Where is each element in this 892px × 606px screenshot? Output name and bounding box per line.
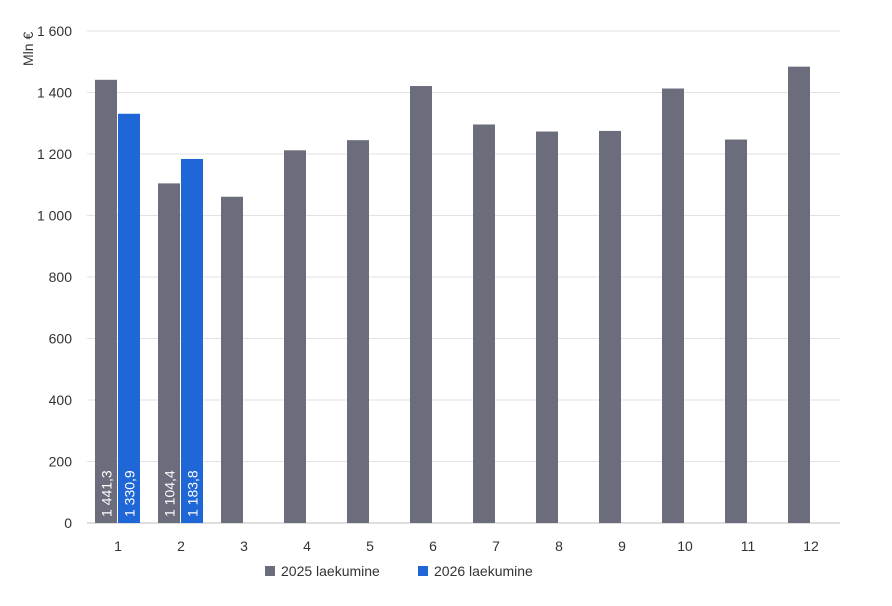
bar-2025 [662,88,684,523]
y-tick-label: 1 600 [37,23,72,39]
x-tick-label: 10 [677,538,693,554]
legend-label: 2025 laekumine [281,563,380,579]
y-tick-label: 400 [49,392,73,408]
legend-swatch [418,566,428,576]
bar-2025 [599,130,621,523]
bar-2025 [95,79,117,524]
y-axis-label: Mln € [20,32,36,66]
x-tick-label: 4 [303,538,311,554]
x-tick-label: 7 [492,538,500,554]
bar-2025 [410,86,432,523]
y-tick-label: 1 200 [37,146,72,162]
bar-2025 [347,140,369,523]
x-tick-label: 11 [741,538,756,554]
bar-2025 [284,150,306,523]
x-tick-label: 12 [803,538,819,554]
y-tick-label: 600 [49,331,73,347]
x-tick-label: 2 [177,538,185,554]
y-tick-label: 800 [49,269,73,285]
x-tick-label: 1 [114,538,122,554]
bar-2025 [158,183,180,523]
data-label: 1 441,3 [99,470,115,517]
x-tick-label: 3 [240,538,248,554]
bar-2025 [536,131,558,524]
data-label: 1 330,9 [122,470,138,517]
bar-2025 [725,139,747,524]
data-label: 1 183,8 [185,470,201,517]
x-tick-label: 8 [555,538,563,554]
bar-2026 [118,113,140,523]
y-tick-label: 1 000 [37,208,72,224]
legend-label: 2026 laekumine [434,563,533,579]
legend-swatch [265,566,275,576]
y-tick-label: 200 [49,454,73,470]
x-tick-label: 9 [618,538,626,554]
bar-2025 [473,124,495,523]
bar-2025 [221,196,243,523]
bar-2026 [181,158,203,523]
data-label: 1 104,4 [162,470,178,517]
x-tick-label: 5 [366,538,374,554]
bar-2025 [788,66,810,524]
x-tick-label: 6 [429,538,437,554]
y-tick-label: 0 [64,515,72,531]
y-tick-label: 1 400 [37,85,72,101]
